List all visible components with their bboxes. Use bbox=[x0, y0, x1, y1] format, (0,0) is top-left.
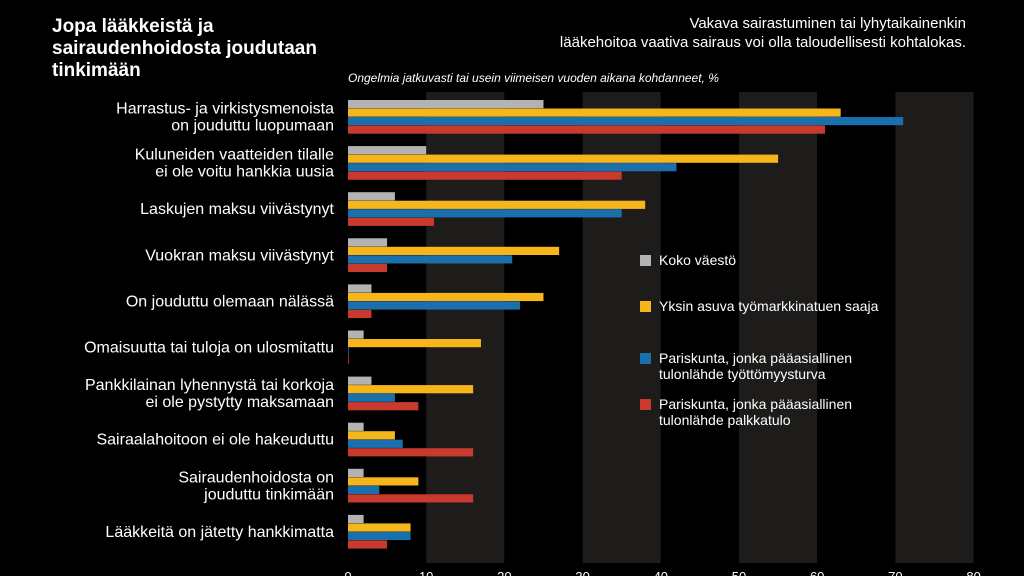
category-label-line: Pankkilainan lyhennystä tai korkoja bbox=[85, 377, 334, 394]
x-axis-ticks: 0 10 20 30 40 50 60 70 80 bbox=[344, 569, 980, 576]
bar bbox=[348, 347, 349, 356]
bar bbox=[348, 100, 544, 109]
bar bbox=[348, 468, 364, 477]
bar bbox=[348, 117, 904, 126]
category-label: Kuluneiden vaatteiden tilalle ei ole voit… bbox=[135, 147, 334, 181]
category-label: Lääkkeitä on jätetty hankkimatta bbox=[105, 524, 334, 541]
bar bbox=[348, 422, 364, 431]
bar bbox=[348, 485, 380, 494]
category-label: Omaisuutta tai tuloja on ulosmitattu bbox=[84, 340, 334, 357]
category-label-line: Lääkkeitä on jätetty hankkimatta bbox=[105, 524, 334, 541]
category-label-line: ei ole voitu hankkia uusia bbox=[155, 164, 334, 181]
legend-label: Pariskunta, jonka pääasiallinen tulonläh… bbox=[659, 350, 853, 382]
bar bbox=[348, 238, 388, 247]
category-label-line: Kuluneiden vaatteiden tilalle bbox=[135, 147, 334, 164]
category-label: Harrastus- ja virkistysmenoista on joudut… bbox=[116, 101, 334, 135]
category-label-line: jouduttu tinkimään bbox=[203, 486, 334, 503]
bar bbox=[348, 309, 372, 319]
chart-lead-text: Vakava sairastuminen tai lyhytaikainenki… bbox=[559, 15, 966, 51]
bar bbox=[348, 192, 395, 201]
category-label-line: Omaisuutta tai tuloja on ulosmitattu bbox=[84, 340, 334, 357]
legend-label: Yksin asuva työmarkkinatuen saaja bbox=[659, 298, 879, 314]
bar bbox=[348, 163, 677, 172]
category-label-line: Sairaalahoitoon ei ole hakeuduttu bbox=[96, 432, 334, 449]
legend-item: Pariskunta, jonka pääasiallinen tulonläh… bbox=[640, 350, 852, 382]
chart-subtitle: Ongelmia jatkuvasti tai usein viimeisen … bbox=[348, 71, 719, 85]
legend-label: Pariskunta, jonka pääasiallinen tulonläh… bbox=[659, 396, 853, 428]
background-band bbox=[739, 92, 818, 563]
category-label: Sairaudenhoidosta on jouduttu tinkimään bbox=[178, 469, 334, 503]
bar bbox=[348, 514, 364, 524]
bar bbox=[348, 477, 419, 486]
category-label-line: Vuokran maksu viivästynyt bbox=[145, 247, 334, 264]
bar bbox=[348, 523, 411, 532]
legend-item: Koko väestö bbox=[640, 252, 736, 268]
category-label: Vuokran maksu viivästynyt bbox=[145, 247, 334, 264]
legend-swatch bbox=[640, 353, 651, 364]
bar bbox=[348, 402, 419, 411]
background-band bbox=[895, 92, 974, 563]
bar bbox=[348, 255, 513, 264]
category-label-line: ei ole pystytty maksamaan bbox=[145, 394, 334, 411]
legend-label: Koko väestö bbox=[659, 252, 737, 268]
bar bbox=[348, 209, 622, 218]
x-tick-label: 60 bbox=[810, 569, 824, 576]
bar bbox=[348, 540, 388, 549]
bar bbox=[348, 494, 474, 503]
bar bbox=[348, 292, 544, 302]
bar bbox=[348, 385, 474, 394]
bar bbox=[348, 356, 349, 365]
category-label-line: Laskujen maksu viivästynyt bbox=[140, 201, 334, 218]
category-label-line: Sairaudenhoidosta on bbox=[178, 469, 334, 486]
legend-swatch bbox=[640, 255, 651, 266]
category-label-line: On jouduttu olemaan nälässä bbox=[126, 293, 334, 310]
x-tick-label: 50 bbox=[732, 569, 746, 576]
bar bbox=[348, 284, 372, 293]
x-tick-label: 70 bbox=[888, 569, 902, 576]
bar bbox=[348, 448, 474, 457]
bar bbox=[348, 339, 481, 348]
bar bbox=[348, 125, 826, 134]
x-tick-label: 10 bbox=[419, 569, 433, 576]
category-label: Sairaalahoitoon ei ole hakeuduttu bbox=[96, 432, 334, 449]
x-tick-label: 20 bbox=[497, 569, 511, 576]
category-label-line: Harrastus- ja virkistysmenoista bbox=[116, 101, 334, 118]
legend-item: Yksin asuva työmarkkinatuen saaja bbox=[640, 298, 878, 314]
x-tick-label: 30 bbox=[575, 569, 589, 576]
legend-swatch bbox=[640, 399, 651, 410]
bars bbox=[348, 100, 904, 549]
bar bbox=[348, 376, 372, 385]
legend-swatch bbox=[640, 301, 651, 312]
bar bbox=[348, 439, 403, 448]
bar bbox=[348, 246, 560, 255]
x-tick-label: 0 bbox=[344, 569, 351, 576]
background-band bbox=[817, 92, 896, 563]
bar bbox=[348, 301, 521, 310]
bar bbox=[348, 263, 388, 272]
bar bbox=[348, 393, 395, 402]
x-tick-label: 80 bbox=[966, 569, 980, 576]
bar bbox=[348, 108, 841, 117]
x-tick-label: 40 bbox=[654, 569, 668, 576]
category-label-line: on jouduttu luopumaan bbox=[171, 118, 334, 135]
bar bbox=[348, 431, 395, 440]
category-label: On jouduttu olemaan nälässä bbox=[126, 293, 334, 310]
category-labels: Harrastus- ja virkistysmenoista on joudut… bbox=[84, 101, 334, 541]
bar bbox=[348, 146, 427, 155]
bar bbox=[348, 154, 779, 163]
bar bbox=[348, 200, 646, 209]
category-label: Laskujen maksu viivästynyt bbox=[140, 201, 334, 218]
category-label: Pankkilainan lyhennystä tai korkoja ei ol… bbox=[85, 377, 334, 411]
chart-title: Jopa lääkkeistä ja sairaudenhoidosta jou… bbox=[52, 16, 317, 81]
bar bbox=[348, 330, 364, 339]
bar bbox=[348, 531, 411, 541]
bar bbox=[348, 217, 435, 226]
legend-item: Pariskunta, jonka pääasiallinen tulonläh… bbox=[640, 396, 852, 428]
bar bbox=[348, 171, 622, 180]
